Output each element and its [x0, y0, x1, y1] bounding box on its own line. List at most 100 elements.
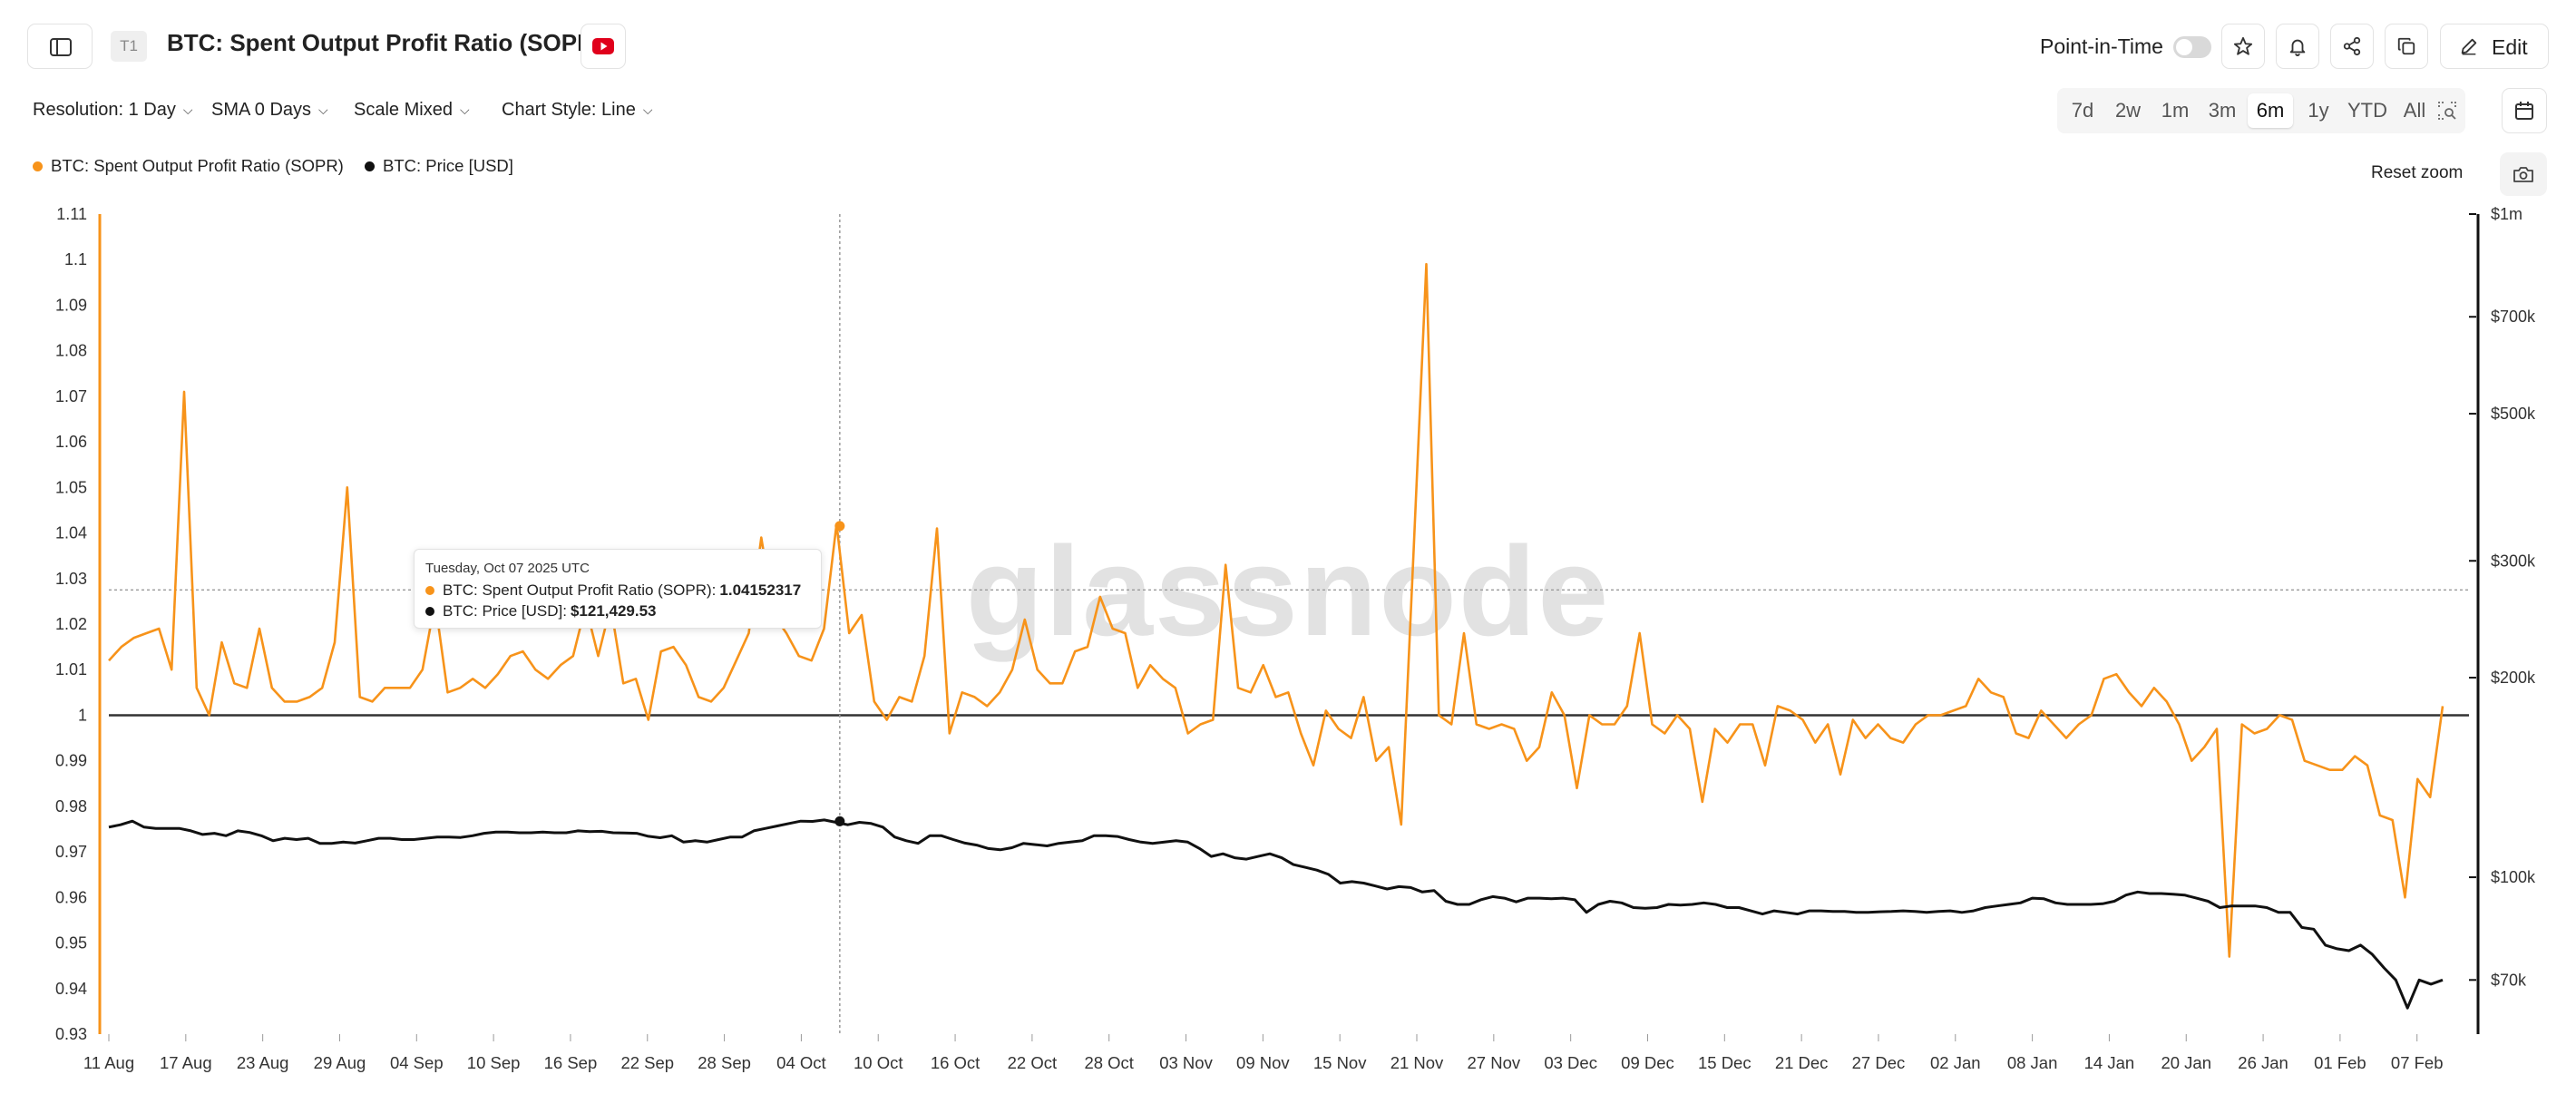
scale-dropdown[interactable]: Scale Mixed ⌵: [354, 100, 470, 121]
sidebar-toggle-button[interactable]: [27, 24, 93, 69]
tooltip-row-price: BTC: Price [USD]: $121,429.53: [425, 602, 657, 620]
chevron-down-icon: ⌵: [459, 103, 470, 117]
y-left-tick-label: 1.09: [55, 296, 87, 314]
y-left-tick-label: 1.04: [55, 524, 87, 542]
bell-icon: [2289, 39, 2306, 56]
tooltip-date: Tuesday, Oct 07 2025 UTC: [425, 561, 590, 576]
legend-dot-sopr: [33, 161, 43, 171]
x-tick-label: 20 Jan: [2161, 1053, 2211, 1072]
range-1y[interactable]: 1y: [2308, 99, 2329, 122]
scale-label: Scale Mixed: [354, 100, 453, 120]
screenshot-button[interactable]: [2500, 152, 2547, 196]
crosshair-marker-sopr: [834, 521, 845, 532]
y-left-tick-label: 1.05: [55, 478, 87, 496]
range-all[interactable]: All: [2403, 99, 2426, 122]
youtube-icon: [592, 38, 614, 54]
legend-label-sopr: BTC: Spent Output Profit Ratio (SOPR): [51, 156, 344, 175]
x-tick-label: 11 Aug: [83, 1053, 134, 1072]
y-right-tick-label: $200k: [2491, 669, 2536, 687]
y-left-tick-label: 1.1: [64, 250, 87, 269]
y-left-tick-label: 1.08: [55, 342, 87, 360]
y-left-tick-label: 0.94: [55, 980, 87, 998]
favorite-button[interactable]: [2221, 24, 2265, 69]
range-1m[interactable]: 1m: [2161, 99, 2190, 122]
series-line-sopr: [108, 262, 2444, 958]
resolution-dropdown[interactable]: Resolution: 1 Day ⌵: [33, 100, 193, 121]
x-tick-label: 21 Nov: [1390, 1053, 1444, 1072]
x-tick-label: 07 Feb: [2391, 1053, 2444, 1072]
edit-button[interactable]: Edit: [2440, 24, 2549, 69]
crosshair-marker-price: [834, 816, 845, 826]
x-tick-label: 01 Feb: [2314, 1053, 2366, 1072]
x-tick-label: 28 Oct: [1084, 1053, 1134, 1072]
y-left-tick-label: 0.97: [55, 843, 87, 861]
x-tick-label: 02 Jan: [1930, 1053, 1981, 1072]
range-7d[interactable]: 7d: [2071, 99, 2094, 122]
y-right-tick-label: $500k: [2491, 405, 2536, 423]
x-tick-label: 15 Dec: [1698, 1053, 1751, 1072]
legend-dot-price: [365, 161, 375, 171]
tooltip-price-value: $121,429.53: [570, 602, 657, 620]
range-3m[interactable]: 3m: [2208, 99, 2237, 122]
x-tick-label: 26 Jan: [2238, 1053, 2288, 1072]
sma-dropdown[interactable]: SMA 0 Days ⌵: [211, 100, 328, 121]
duplicate-button[interactable]: [2385, 24, 2428, 69]
zoom-select-icon[interactable]: [2436, 100, 2458, 122]
x-tick-label: 27 Nov: [1468, 1053, 1521, 1072]
x-tick-label: 10 Oct: [854, 1053, 903, 1072]
point-in-time-label: Point-in-Time: [2040, 34, 2163, 58]
chart-style-dropdown[interactable]: Chart Style: Line ⌵: [502, 100, 652, 121]
y-right-tick-label: $100k: [2491, 868, 2536, 886]
range-ytd[interactable]: YTD: [2347, 99, 2387, 122]
x-tick-label: 14 Jan: [2084, 1053, 2135, 1072]
y-left-tick-label: 1.06: [55, 433, 87, 451]
y-left-tick-label: 0.98: [55, 797, 87, 816]
x-tick-label: 21 Dec: [1775, 1053, 1829, 1072]
youtube-button[interactable]: [581, 24, 626, 69]
resolution-label: Resolution: 1 Day: [33, 100, 176, 120]
y-right-tick-label: $700k: [2491, 308, 2536, 326]
pencil-icon: [2461, 38, 2477, 55]
chart-series: [108, 262, 2444, 1010]
series-line-price: [108, 818, 2444, 1010]
legend-item-price[interactable]: BTC: Price [USD]: [365, 156, 513, 176]
point-in-time-toggle[interactable]: [2173, 36, 2211, 58]
range-6m[interactable]: 6m: [2248, 93, 2293, 128]
x-tick-label: 23 Aug: [237, 1053, 289, 1072]
chart-style-label: Chart Style: Line: [502, 100, 636, 120]
x-tick-label: 28 Sep: [698, 1053, 751, 1072]
tooltip-row-sopr: BTC: Spent Output Profit Ratio (SOPR): 1…: [425, 581, 801, 600]
tooltip-price-label: BTC: Price [USD]:: [443, 602, 567, 620]
calendar-button[interactable]: [2502, 88, 2547, 133]
x-tick-label: 03 Dec: [1544, 1053, 1597, 1072]
x-tick-label: 16 Oct: [931, 1053, 981, 1072]
y-left-tick-label: 1.01: [55, 660, 87, 679]
legend-label-price: BTC: Price [USD]: [383, 156, 513, 175]
alert-button[interactable]: [2276, 24, 2319, 69]
x-tick-label: 22 Sep: [620, 1053, 674, 1072]
y-left-tick-label: 0.95: [55, 934, 87, 952]
range-2w[interactable]: 2w: [2114, 99, 2142, 122]
star-icon: [2233, 36, 2253, 55]
chart-axes: 1.11 1.1 1.09 1.08 1.07 1.06 1.05 1.04 1.03 1.02 1…: [55, 205, 2536, 1072]
y-right-tick-label: $70k: [2491, 971, 2527, 989]
camera-icon: [2513, 167, 2533, 182]
tier-badge: T1: [111, 31, 147, 62]
x-tick-label: 22 Oct: [1008, 1053, 1058, 1072]
y-left-tick-label: 1.07: [55, 387, 87, 405]
x-tick-label: 04 Sep: [390, 1053, 444, 1072]
x-tick-label: 29 Aug: [314, 1053, 366, 1072]
y-left-tick-label: 1.03: [55, 570, 87, 588]
share-button[interactable]: [2330, 24, 2374, 69]
x-tick-label: 10 Sep: [467, 1053, 521, 1072]
toggle-knob: [2176, 39, 2192, 55]
y-left-tick-label: 0.96: [55, 888, 87, 906]
legend-item-sopr[interactable]: BTC: Spent Output Profit Ratio (SOPR): [33, 156, 344, 176]
y-right-tick-label: $1m: [2491, 205, 2522, 223]
y-left-tick-label: 1: [78, 706, 87, 724]
watermark: glassnode: [966, 520, 1610, 662]
sidebar-icon: [50, 38, 72, 56]
x-tick-label: 08 Jan: [2007, 1053, 2058, 1072]
reset-zoom-button[interactable]: Reset zoom: [2349, 152, 2489, 194]
